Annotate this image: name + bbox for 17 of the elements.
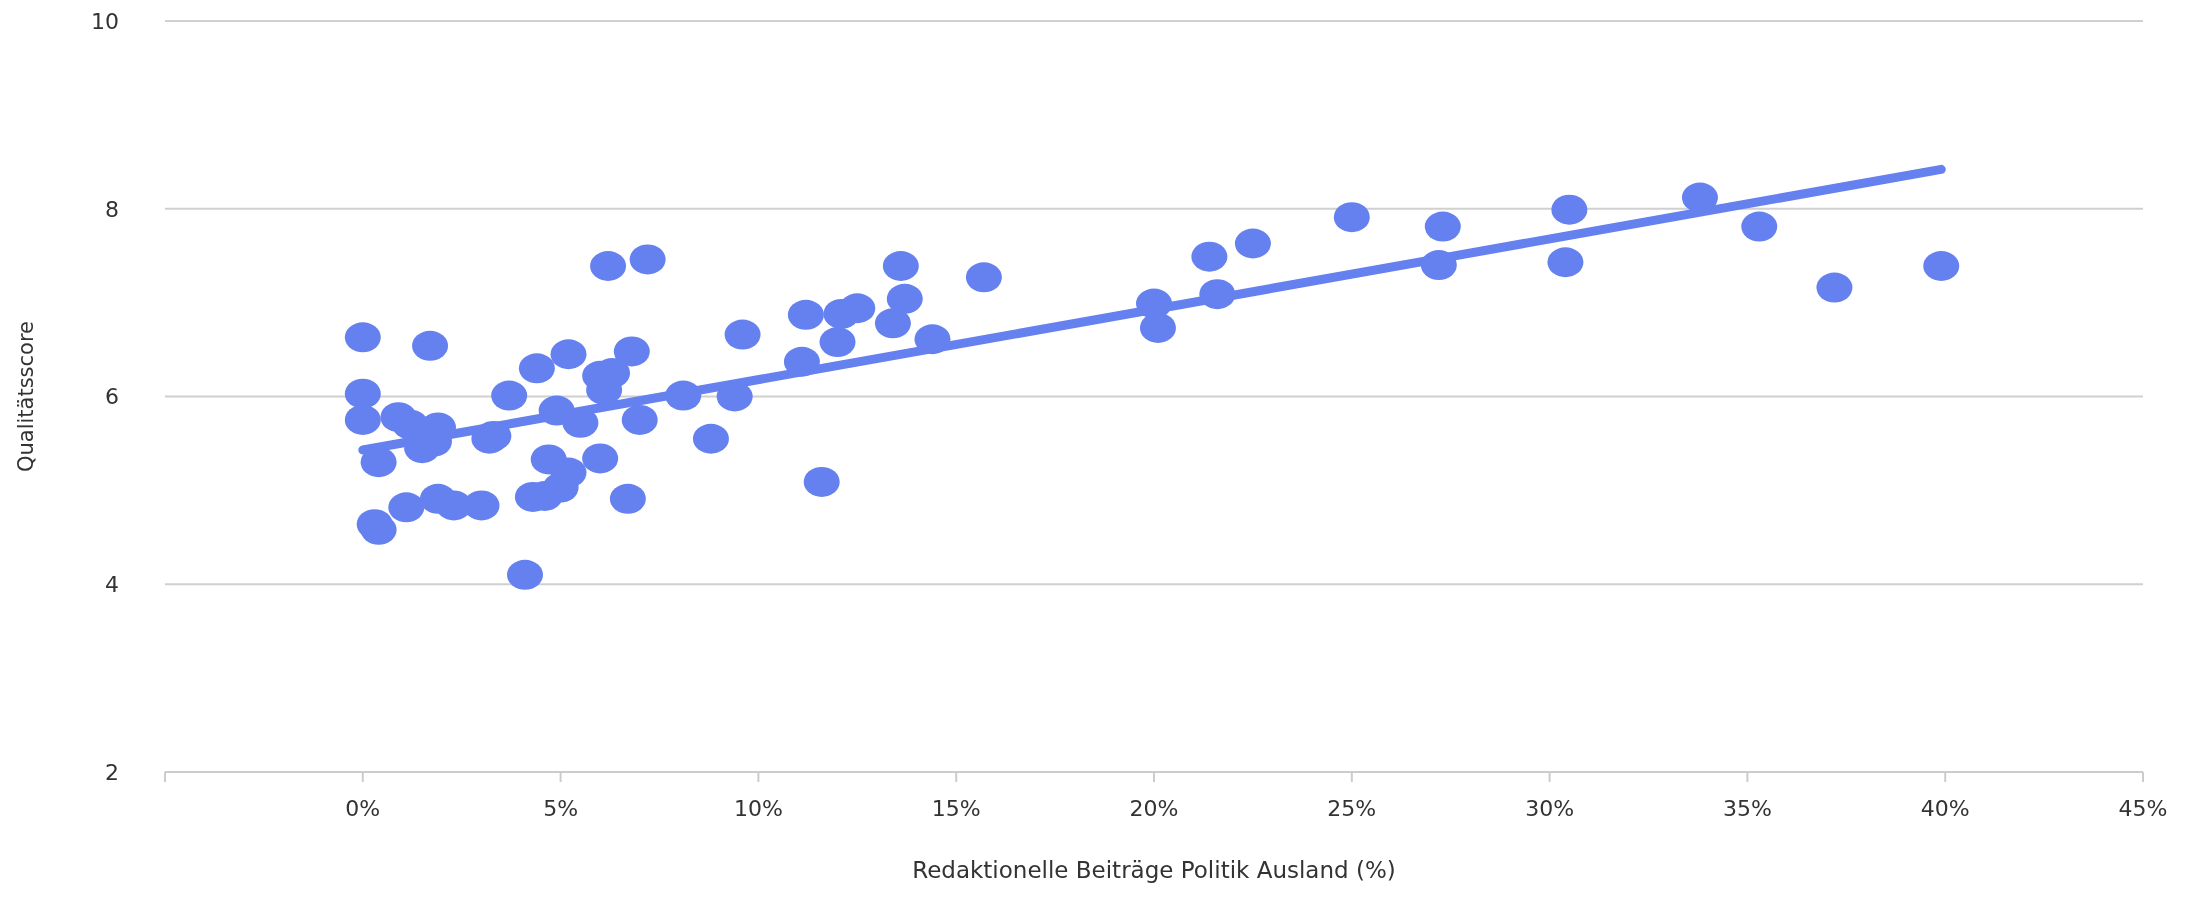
y-axis-title: Qualitätsscore	[14, 320, 39, 473]
y-tick-label: 8	[105, 196, 119, 222]
x-axis-title: Redaktionelle Beiträge Politik Ausland (%)	[912, 857, 1396, 883]
x-tick-label: 5%	[543, 795, 579, 821]
x-tick-label: 25%	[1327, 795, 1377, 821]
x-tick-label: 35%	[1722, 795, 1772, 821]
y-tick-label: 2	[105, 759, 119, 785]
y-tick-label: 4	[105, 572, 119, 598]
x-tick-label: 15%	[931, 795, 981, 821]
y-tick-label: 6	[105, 384, 119, 410]
x-tick-label: 10%	[733, 795, 783, 821]
x-tick-label: 0%	[345, 795, 381, 821]
x-tick-label: 45%	[2118, 795, 2168, 821]
x-tick-label: 40%	[1920, 795, 1970, 821]
x-tick-label: 30%	[1525, 795, 1575, 821]
x-tick-label: 20%	[1129, 795, 1179, 821]
y-tick-label: 10	[91, 8, 119, 34]
